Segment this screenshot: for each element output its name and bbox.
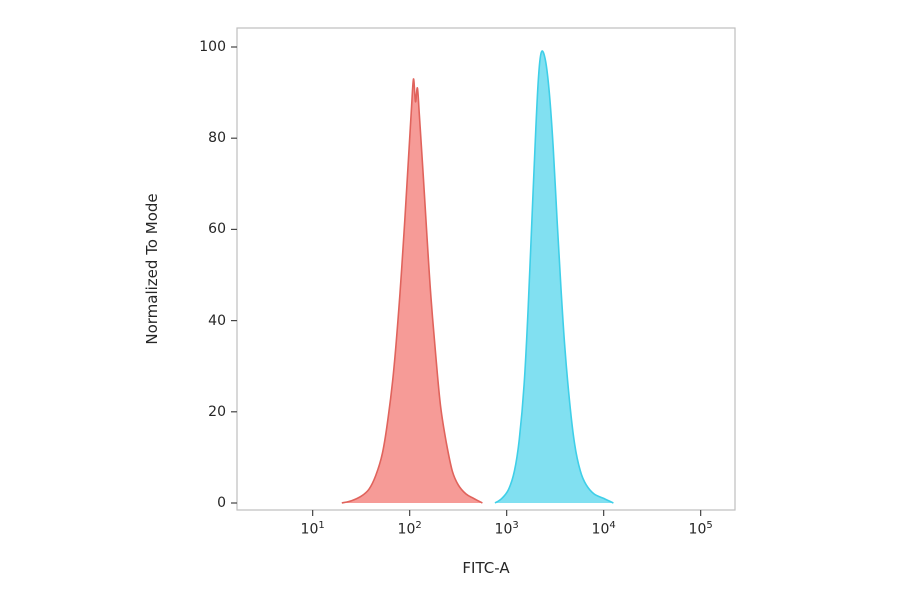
y-tick-label: 100 bbox=[199, 39, 226, 55]
plot-border bbox=[236, 27, 736, 511]
x-tick-label: 105 bbox=[688, 520, 713, 538]
x-tick-label: 101 bbox=[300, 520, 325, 538]
y-tick-label: 0 bbox=[217, 495, 226, 511]
y-tick-label: 60 bbox=[208, 221, 226, 238]
series-outline-cyan-peak bbox=[494, 50, 614, 504]
y-tick-label: 40 bbox=[208, 312, 226, 329]
x-axis-label: FITC-A bbox=[462, 559, 510, 577]
y-tick-label: 80 bbox=[208, 130, 226, 147]
series-area-cyan-peak bbox=[495, 50, 614, 504]
series-outline-red-peak bbox=[341, 78, 483, 504]
x-tick-label: 104 bbox=[591, 520, 616, 538]
x-tick-label: 103 bbox=[494, 520, 519, 538]
x-tick-label: 102 bbox=[397, 520, 422, 538]
y-axis-label: Normalized To Mode bbox=[143, 193, 161, 345]
y-tick-label: 20 bbox=[208, 403, 226, 420]
series-area-red-peak bbox=[341, 78, 483, 503]
